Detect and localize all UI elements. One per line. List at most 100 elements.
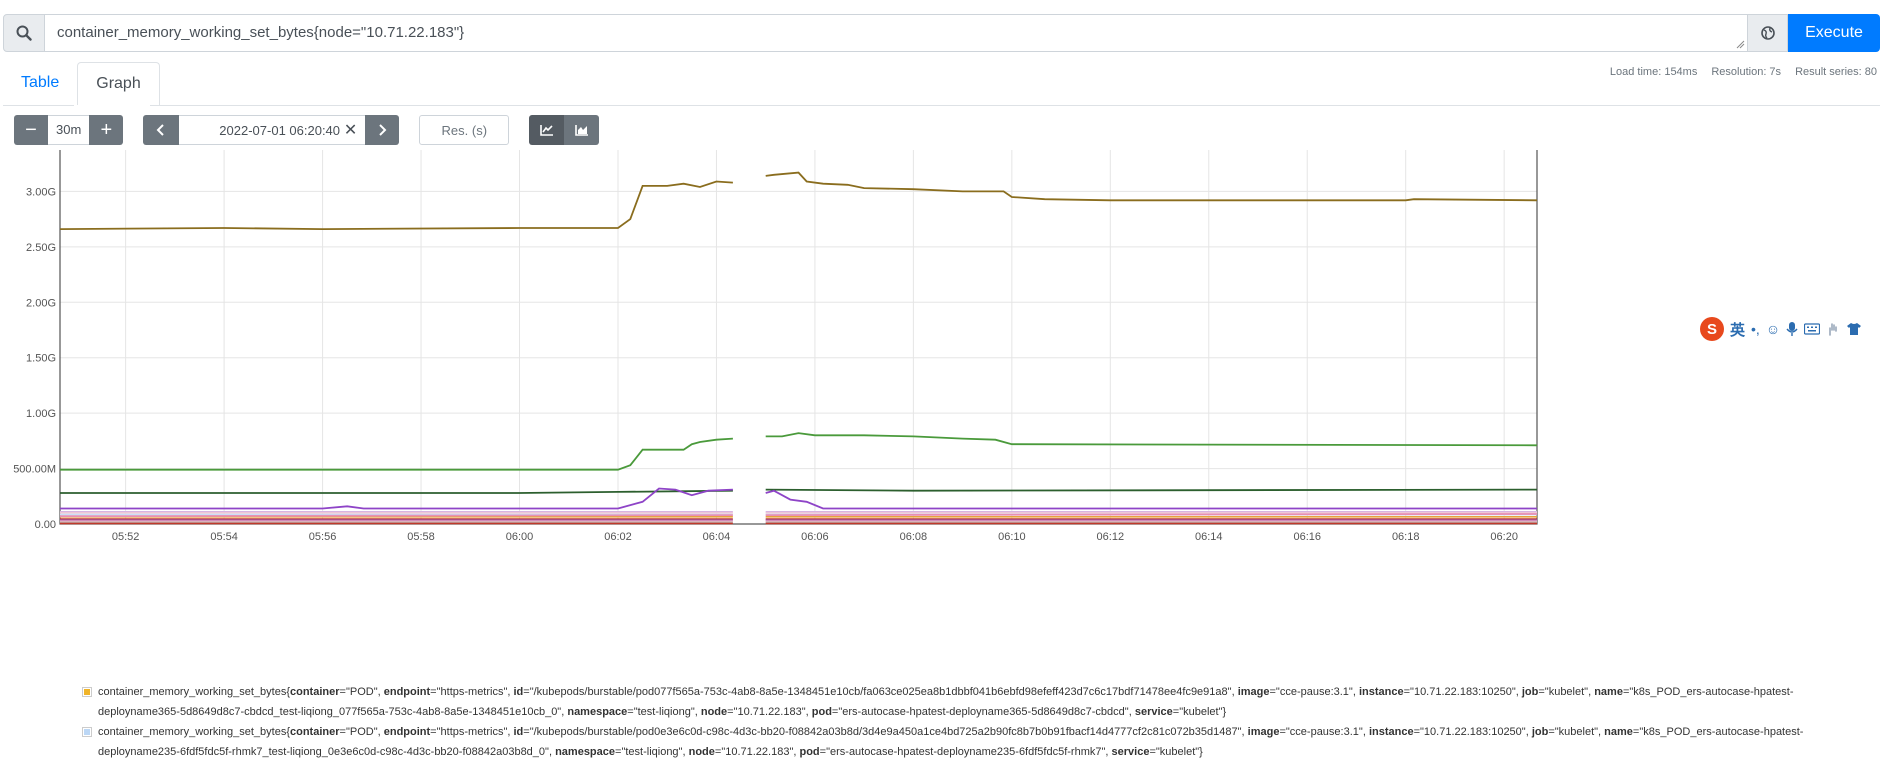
legend-label-value: "https-metrics" — [436, 686, 508, 698]
legend-item[interactable]: container_memory_working_set_bytes{conta… — [82, 722, 1862, 762]
chevron-right-icon[interactable] — [365, 115, 400, 145]
legend-label-key: container — [290, 726, 340, 738]
legend-label-value: "kubelet"} — [1155, 746, 1203, 758]
shirt-icon[interactable] — [1846, 322, 1862, 336]
legend-label-key: image — [1247, 726, 1280, 738]
execute-button[interactable]: Execute — [1788, 14, 1880, 52]
mic-icon[interactable] — [1786, 321, 1798, 337]
legend-label-value: "k8s_POD_ers-autocase-hpatest-deployname… — [98, 726, 1804, 758]
legend-label-value: "ers-autocase-hpatest-deployname365-5d86… — [838, 706, 1129, 718]
end-time-input[interactable]: 2022-07-01 06:20:40 ✕ — [179, 115, 366, 145]
legend-label-value: "ers-autocase-hpatest-deployname235-6fdf… — [826, 746, 1106, 758]
globe-icon[interactable] — [1748, 14, 1788, 52]
legend-label-key: container — [290, 686, 340, 698]
legend-label-value: "10.71.22.183" — [733, 706, 806, 718]
legend-metric: container_memory_working_set_bytes{ — [98, 686, 290, 698]
legend-label-value: "test-liqiong" — [633, 706, 695, 718]
expression-input[interactable]: container_memory_working_set_bytes{node=… — [45, 14, 1748, 52]
expression-text: container_memory_working_set_bytes{node=… — [57, 24, 465, 41]
ime-punctuation[interactable]: •, — [1751, 321, 1760, 337]
legend-label-key: name — [1594, 686, 1623, 698]
x-tick-label: 05:58 — [407, 531, 435, 543]
search-icon — [3, 14, 45, 52]
series-line — [765, 513, 1538, 516]
legend-label-key: service — [1111, 746, 1150, 758]
keyboard-icon[interactable] — [1804, 323, 1821, 335]
ime-language[interactable]: 英 — [1730, 321, 1746, 339]
legend-label-key: service — [1134, 706, 1173, 718]
legend-swatch — [82, 687, 92, 697]
x-tick-label: 05:56 — [309, 531, 337, 543]
graph-controls: − 30m + 2022-07-01 06:20:40 ✕ Res. (s) — [14, 115, 600, 145]
series-line — [765, 432, 1538, 447]
load-time: Load time: 154ms — [1609, 66, 1698, 78]
line-chart-icon[interactable] — [529, 115, 565, 145]
query-bar: container_memory_working_set_bytes{node=… — [3, 14, 1880, 52]
legend-label-key: id — [513, 686, 524, 698]
legend-label-key: instance — [1368, 726, 1414, 738]
x-tick-label: 05:54 — [210, 531, 238, 543]
x-tick-label: 06:04 — [703, 531, 731, 543]
x-tick-label: 06:20 — [1490, 531, 1518, 543]
legend-label-key: name — [1604, 726, 1633, 738]
tab-divider — [3, 105, 1880, 106]
time-series-graph[interactable]: 0.00500.00M1.00G1.50G2.00G2.50G3.00G3.50… — [0, 150, 1883, 660]
legend-label-key: job — [1531, 726, 1549, 738]
legend-label-key: namespace — [555, 746, 616, 758]
hand-icon[interactable] — [1826, 322, 1840, 336]
legend-label-value: "cce-pause:3.1" — [1275, 686, 1353, 698]
query-stats: Load time: 154ms Resolution: 7s Result s… — [1610, 66, 1877, 78]
resize-grip-icon[interactable] — [1736, 40, 1745, 49]
result-series: Result series: 80 — [1795, 66, 1877, 78]
y-tick-label: 1.00G — [26, 408, 56, 420]
legend-label-key: namespace — [567, 706, 628, 718]
legend-label-value: "kubelet" — [1544, 686, 1589, 698]
x-tick-label: 06:08 — [900, 531, 928, 543]
x-tick-label: 06:00 — [506, 531, 534, 543]
legend-label-value: "/kubepods/burstable/pod077f565a-753c-4a… — [529, 686, 1232, 698]
clear-icon[interactable]: ✕ — [343, 122, 358, 139]
decrease-range-button[interactable]: − — [14, 115, 48, 145]
series-line — [60, 489, 733, 494]
x-tick-label: 06:12 — [1097, 531, 1125, 543]
y-tick-label: 2.50G — [26, 242, 56, 254]
legend-label-value: "POD" — [345, 686, 378, 698]
plot-frame — [59, 150, 1538, 525]
chevron-left-icon[interactable] — [143, 115, 180, 145]
x-tick-label: 06:06 — [801, 531, 829, 543]
series-legend: container_memory_working_set_bytes{conta… — [82, 682, 1862, 762]
series-line — [765, 488, 1538, 492]
legend-label-key: node — [688, 746, 715, 758]
y-tick-label: 1.50G — [26, 353, 56, 365]
x-tick-label: 06:14 — [1195, 531, 1223, 543]
tab-table[interactable]: Table — [21, 74, 60, 91]
legend-label-value: "https-metrics" — [436, 726, 508, 738]
smiley-icon[interactable]: ☺ — [1765, 321, 1781, 337]
ime-logo-icon[interactable]: S — [1700, 317, 1724, 341]
series-line — [765, 171, 1538, 202]
legend-label-key: pod — [799, 746, 820, 758]
tab-graph[interactable]: Graph — [77, 62, 160, 106]
legend-swatch — [82, 727, 92, 737]
legend-label-value: "10.71.22.183:10250" — [1420, 726, 1526, 738]
legend-label-value: "test-liqiong" — [621, 746, 683, 758]
y-tick-label: 0.00 — [35, 519, 56, 531]
series-line — [60, 437, 733, 471]
end-time-control: 2022-07-01 06:20:40 ✕ — [143, 115, 400, 145]
range-control: − 30m + — [14, 115, 124, 145]
view-tabs: Table Graph — [3, 62, 160, 106]
increase-range-button[interactable]: + — [89, 115, 124, 145]
legend-label-key: job — [1521, 686, 1539, 698]
legend-label-value: "10.71.22.183:10250" — [1410, 686, 1516, 698]
series-line — [59, 514, 733, 518]
x-tick-label: 06:10 — [998, 531, 1026, 543]
y-tick-label: 500.00M — [13, 464, 56, 476]
legend-label-key: endpoint — [383, 686, 431, 698]
legend-label-key: image — [1237, 686, 1270, 698]
area-chart-icon[interactable] — [564, 115, 600, 145]
resolution-input[interactable]: Res. (s) — [419, 115, 510, 145]
range-input[interactable]: 30m — [48, 115, 90, 145]
x-tick-label: 05:52 — [112, 531, 140, 543]
legend-label-key: id — [513, 726, 524, 738]
legend-item[interactable]: container_memory_working_set_bytes{conta… — [82, 682, 1862, 722]
